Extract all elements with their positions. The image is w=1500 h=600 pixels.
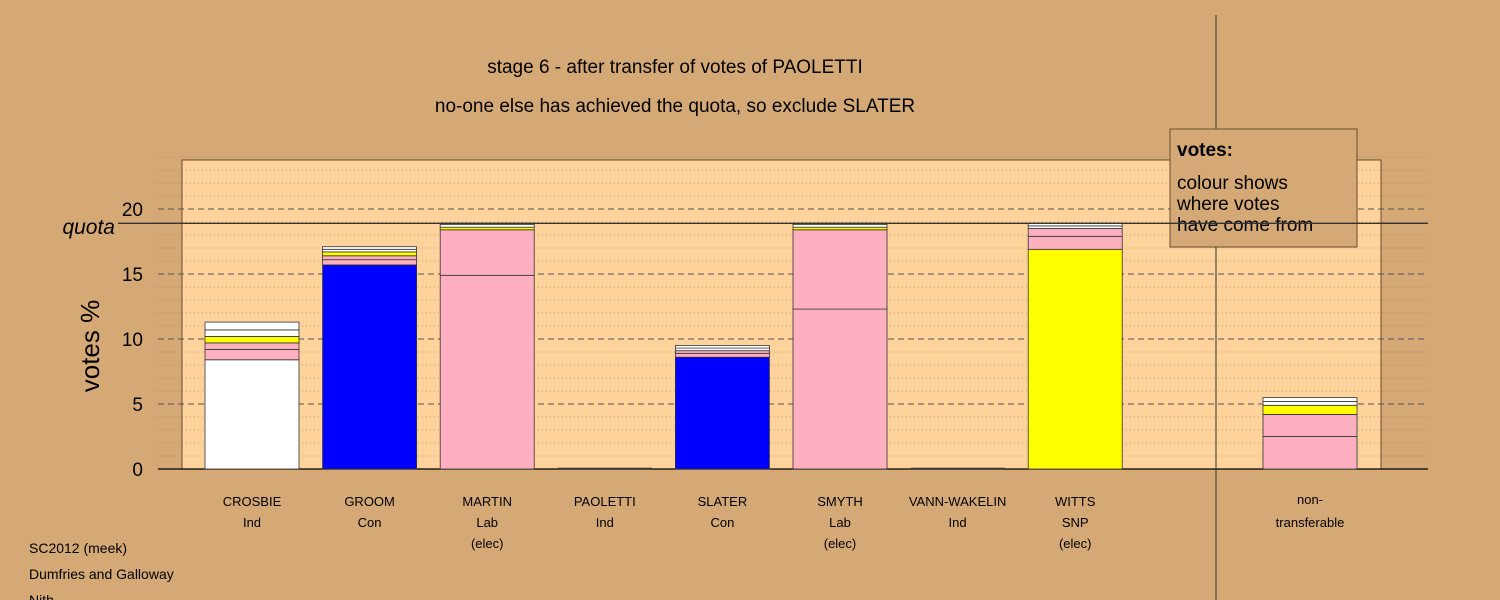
chart-subtitle: no-one else has achieved the quota, so e…: [435, 96, 915, 117]
candidate-status: (elec): [824, 536, 857, 551]
bar-crosbie-segment: [204, 348, 300, 361]
x-labels: CROSBIE Ind GROOM Con MARTIN Lab (elec) PAOLETT…: [223, 492, 1345, 551]
y-axis: 0 5 10 15 20: [122, 200, 143, 481]
footer: SC2012 (meek) Dumfries and Galloway Nith: [29, 540, 174, 600]
bar-nontransferable-segment: [1262, 413, 1358, 437]
footer-line-3: Nith: [29, 592, 54, 600]
y-tick-label: 10: [122, 330, 143, 351]
candidate-name: SLATER: [698, 494, 748, 509]
bar-groom-segment: [322, 251, 418, 257]
y-axis-label: votes %: [75, 300, 105, 393]
bar-witts-segment: [1027, 228, 1123, 237]
candidate-party: Lab: [476, 515, 498, 530]
bar-witts-segment: [1027, 248, 1123, 470]
candidate-name: VANN-WAKELIN: [909, 494, 1007, 509]
bars: [204, 222, 1358, 470]
bar-crosbie-segment: [204, 359, 300, 470]
bar-smyth-segment: [792, 229, 888, 310]
y-tick-label: 20: [122, 200, 143, 221]
bar-groom-segment: [322, 255, 418, 261]
bar-nontransferable-segment: [1262, 397, 1358, 402]
bar-slater-segment: [675, 352, 770, 358]
quota-label: quota: [62, 216, 115, 239]
candidate-name: GROOM: [344, 494, 395, 509]
candidate-name: MARTIN: [462, 494, 512, 509]
nontransferable-label: non-: [1297, 492, 1323, 507]
candidate-name: PAOLETTI: [574, 494, 636, 509]
bar-smyth-segment: [792, 308, 888, 470]
bar-martin-segment: [439, 229, 535, 276]
bar-groom-segment: [322, 246, 418, 250]
nontransferable-label: transferable: [1276, 515, 1345, 530]
footer-line-1: SC2012 (meek): [29, 540, 127, 556]
bar-slater-segment: [675, 356, 770, 470]
candidate-party: Ind: [596, 515, 614, 530]
bar-groom-segment: [322, 264, 418, 470]
footer-line-2: Dumfries and Galloway: [29, 566, 174, 582]
bar-nontransferable-segment: [1262, 400, 1358, 406]
bar-martin-segment: [439, 274, 535, 470]
candidate-status: (elec): [1059, 536, 1092, 551]
bar-crosbie-segment: [204, 329, 300, 337]
bar-groom-segment: [322, 259, 418, 266]
candidate-name: CROSBIE: [223, 494, 282, 509]
chart-title: stage 6 - after transfer of votes of PAO…: [487, 57, 863, 78]
bar-crosbie-segment: [204, 321, 300, 331]
legend-line-2: where votes: [1176, 194, 1279, 215]
bar-witts-segment: [1027, 235, 1123, 250]
legend-line-3: have come from: [1177, 215, 1313, 236]
bar-slater-segment: [675, 345, 770, 349]
candidate-party: SNP: [1062, 515, 1089, 530]
candidate-party: Con: [358, 515, 382, 530]
legend-line-1: colour shows: [1177, 173, 1288, 194]
bar-crosbie-segment: [204, 342, 300, 350]
legend-title: votes:: [1177, 140, 1233, 161]
candidate-party: Con: [710, 515, 734, 530]
bar-nontransferable-segment: [1262, 436, 1358, 470]
candidate-party: Lab: [829, 515, 851, 530]
candidate-status: (elec): [471, 536, 504, 551]
candidate-party: Ind: [949, 515, 967, 530]
bar-nontransferable-segment: [1262, 404, 1358, 415]
candidate-name: SMYTH: [817, 494, 863, 509]
y-tick-label: 15: [122, 265, 143, 286]
bar-crosbie-segment: [204, 335, 300, 344]
y-tick-label: 0: [132, 460, 143, 481]
candidate-name: WITTS: [1055, 494, 1096, 509]
legend: votes: colour shows where votes have com…: [1169, 128, 1358, 248]
legend-box: [1169, 128, 1358, 248]
y-tick-label: 5: [132, 395, 143, 416]
candidate-party: Ind: [243, 515, 261, 530]
